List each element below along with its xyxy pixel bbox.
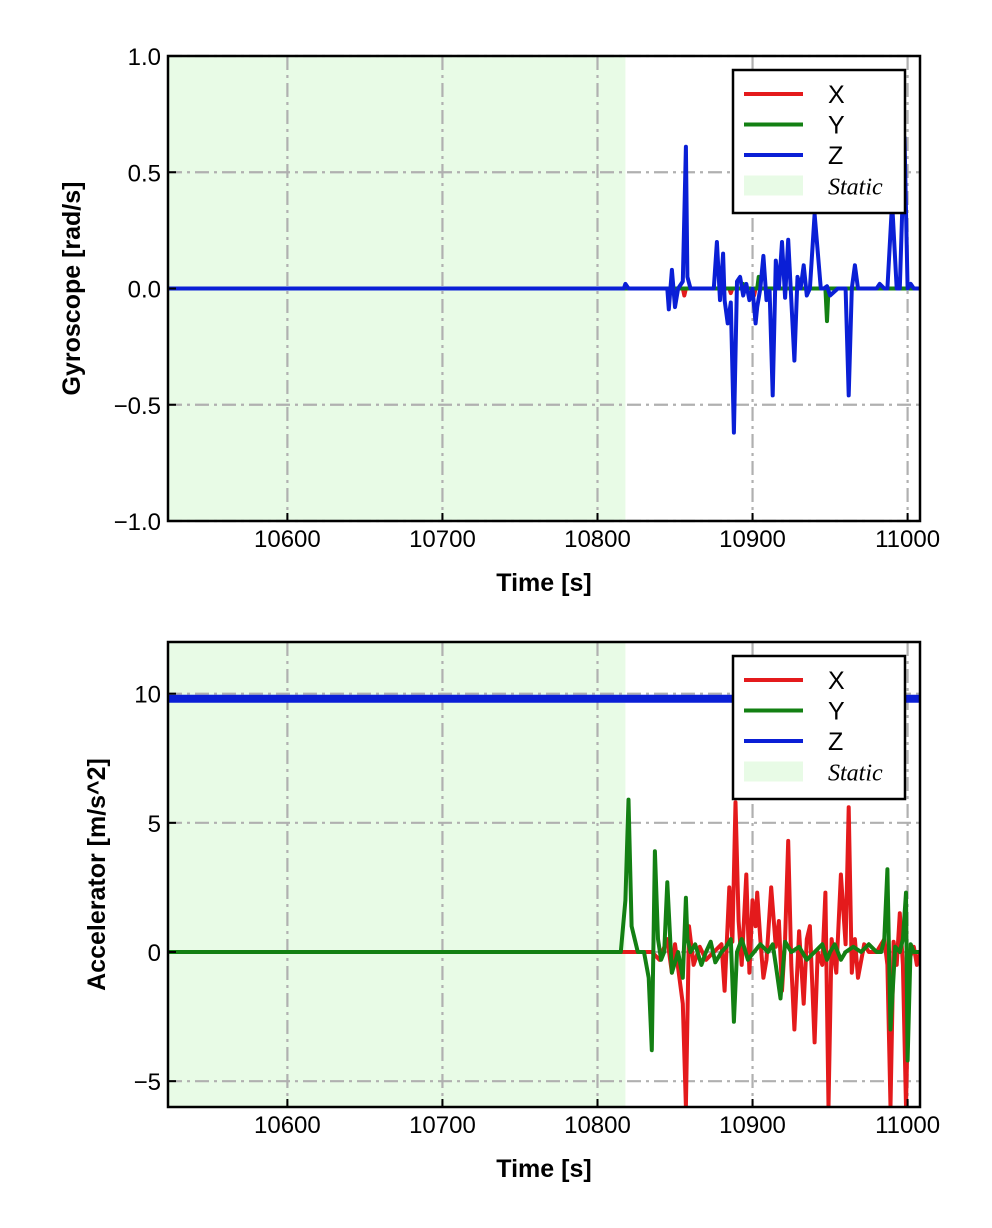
y-tick-label: −5 xyxy=(134,1069,161,1096)
x-tick-label: 10600 xyxy=(254,526,321,553)
legend-label-z: Z xyxy=(828,728,843,756)
x-tick-label: 10700 xyxy=(409,1112,476,1139)
x-axis-label: Time [s] xyxy=(496,1155,591,1183)
static-region-shade xyxy=(168,642,626,1107)
x-tick-label: 10900 xyxy=(719,1112,786,1139)
y-tick-label: 0 xyxy=(148,940,161,967)
legend-label-y: Y xyxy=(828,112,845,140)
legend-swatch-static xyxy=(744,761,803,782)
series-line-y xyxy=(168,797,920,1063)
legend-label-static: Static xyxy=(828,761,883,787)
y-tick-label: 1.0 xyxy=(128,44,161,71)
legend-label-y: Y xyxy=(828,698,845,726)
legend-label-static: Static xyxy=(828,175,883,201)
x-tick-label: 11000 xyxy=(875,526,940,553)
x-tick-label: 10600 xyxy=(254,1112,321,1139)
y-tick-label: 0.5 xyxy=(128,160,161,187)
x-tick-label: 10800 xyxy=(564,526,631,553)
series-line-z xyxy=(168,135,920,435)
y-tick-label: −1.0 xyxy=(114,509,161,536)
y-tick-label: 10 xyxy=(134,682,161,709)
y-tick-label: 0.0 xyxy=(128,277,161,304)
legend-label-x: X xyxy=(828,667,845,695)
legend: XYZ Static xyxy=(731,654,907,801)
legend-swatch-static xyxy=(744,175,803,196)
x-tick-label: 10700 xyxy=(409,526,476,553)
x-tick-label: 10800 xyxy=(564,1112,631,1139)
y-tick-label: −0.5 xyxy=(114,393,161,420)
legend-label-z: Z xyxy=(828,142,843,170)
y-axis-label: Accelerator [m/s^2] xyxy=(83,758,111,991)
legend-label-x: X xyxy=(828,81,845,109)
x-tick-label: 10900 xyxy=(719,526,786,553)
y-tick-label: 5 xyxy=(148,811,161,838)
x-tick-label: 11000 xyxy=(875,1112,940,1139)
y-axis-label: Gyroscope [rad/s] xyxy=(58,182,86,396)
gyroscope-panel: 10600 10700 10800 10900 11000 −1.0 −0.5 0.0 0.5 1… xyxy=(58,44,940,597)
plot-frame xyxy=(166,640,922,1109)
accelerometer-panel: 10600 10700 10800 10900 11000 −5 0 5 10 Time [s] A… xyxy=(83,640,940,1183)
legend: XYZ Static xyxy=(731,68,907,215)
x-axis-label: Time [s] xyxy=(496,569,591,597)
